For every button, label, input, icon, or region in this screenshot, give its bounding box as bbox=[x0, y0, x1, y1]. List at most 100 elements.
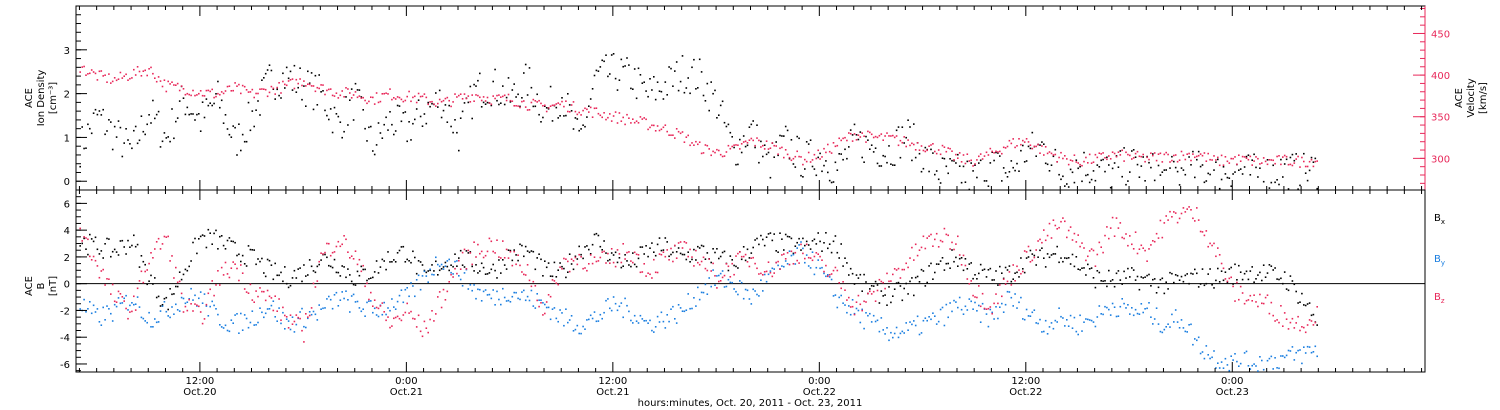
velocity-series-point bbox=[154, 77, 156, 79]
velocity-series-point bbox=[555, 103, 558, 105]
bz-series-point bbox=[630, 260, 632, 262]
by-series-point bbox=[872, 314, 875, 317]
bx-series-point bbox=[377, 272, 380, 274]
bz-series-point bbox=[308, 314, 311, 317]
by-series-point bbox=[725, 285, 728, 288]
by-series-point bbox=[597, 320, 600, 322]
velocity-series-point bbox=[178, 89, 181, 92]
bx-series-point bbox=[580, 253, 582, 256]
ion-density-series-point bbox=[1060, 178, 1062, 181]
bx-series-point bbox=[394, 261, 397, 263]
by-series-point bbox=[1104, 305, 1106, 308]
by-series-point bbox=[549, 318, 552, 321]
by-series-point bbox=[1261, 359, 1263, 362]
bz-series-point bbox=[1058, 226, 1060, 229]
by-series-point bbox=[1201, 351, 1204, 353]
bz-series-point bbox=[763, 271, 766, 273]
bz-series-point bbox=[989, 306, 992, 308]
by-series-point bbox=[1276, 367, 1278, 369]
bz-series-point bbox=[603, 250, 605, 253]
bz-series-point bbox=[718, 280, 720, 283]
magnetic-field-tick-label: 0 bbox=[64, 280, 70, 291]
bx-series-point bbox=[559, 262, 561, 264]
bx-series-point bbox=[763, 244, 766, 247]
velocity-series-point bbox=[251, 88, 254, 91]
bx-series-point bbox=[800, 249, 802, 251]
velocity-series-point bbox=[687, 134, 689, 137]
by-series-point bbox=[832, 295, 835, 297]
bz-series-point bbox=[1023, 250, 1026, 252]
bz-series-point bbox=[567, 260, 569, 263]
bz-series-point bbox=[700, 260, 703, 263]
by-series-point bbox=[282, 311, 284, 314]
velocity-series-point bbox=[578, 111, 580, 114]
bz-series-point bbox=[471, 263, 473, 266]
bx-series-point bbox=[804, 244, 806, 247]
bx-series-point bbox=[893, 288, 896, 290]
ion-density-series-point bbox=[1054, 148, 1057, 151]
velocity-series-point bbox=[1283, 154, 1286, 157]
bx-series-point bbox=[431, 264, 433, 266]
ion-density-series-point bbox=[85, 147, 87, 149]
bx-series-point bbox=[125, 253, 127, 255]
bx-series-point bbox=[188, 265, 190, 268]
ion-density-series-point bbox=[1075, 159, 1078, 161]
bx-series-point bbox=[1197, 286, 1200, 288]
velocity-series-point bbox=[763, 148, 766, 150]
bx-series-point bbox=[1176, 274, 1179, 277]
by-series-point bbox=[763, 273, 766, 276]
bx-series-point bbox=[754, 239, 756, 241]
bz-series-point bbox=[335, 245, 338, 248]
by-series-point bbox=[624, 297, 626, 300]
bz-series-point bbox=[1073, 232, 1076, 235]
ion-density-series-point bbox=[113, 125, 116, 128]
bz-series-point bbox=[1261, 302, 1263, 305]
bx-series-point bbox=[924, 285, 927, 287]
bz-series-point bbox=[870, 293, 873, 295]
bz-series-point bbox=[1062, 217, 1064, 219]
ion-density-series-point bbox=[597, 70, 600, 72]
ion-density-series-point bbox=[144, 133, 146, 136]
bz-series-point bbox=[733, 273, 735, 276]
ion-density-series-point bbox=[1278, 183, 1280, 186]
by-series-point bbox=[632, 322, 634, 324]
by-series-point bbox=[280, 322, 282, 325]
velocity-series-point bbox=[563, 105, 565, 108]
ion-density-series-point bbox=[1152, 153, 1154, 155]
velocity-series-point bbox=[308, 83, 311, 86]
velocity-series-point bbox=[142, 70, 145, 72]
velocity-series-point bbox=[859, 136, 862, 138]
ion-density-series-point bbox=[400, 120, 403, 123]
bx-series-point bbox=[148, 280, 150, 282]
ion-density-series-point bbox=[450, 125, 452, 128]
ion-density-series-point bbox=[607, 75, 609, 78]
velocity-series-point bbox=[186, 92, 189, 95]
velocity-series-point bbox=[85, 74, 87, 76]
bx-series-point bbox=[92, 240, 95, 243]
bx-series-point bbox=[1190, 272, 1192, 275]
ion-density-series-point bbox=[878, 165, 881, 167]
bz-series-point bbox=[687, 255, 689, 258]
ion-density-series-point bbox=[1111, 167, 1114, 170]
bx-series-point bbox=[383, 260, 385, 262]
bz-series-point bbox=[152, 257, 154, 259]
ion-density-series-point bbox=[479, 72, 481, 75]
bx-series-point bbox=[937, 263, 940, 265]
velocity-series-point bbox=[226, 85, 229, 88]
bz-series-point bbox=[689, 248, 691, 251]
by-series-point bbox=[972, 308, 974, 310]
ion-density-series-point bbox=[217, 80, 219, 83]
bx-series-point bbox=[568, 253, 571, 255]
by-series-point bbox=[681, 310, 684, 312]
bx-series-point bbox=[851, 272, 854, 275]
velocity-series-point bbox=[1303, 160, 1305, 163]
bz-series-point bbox=[958, 254, 961, 256]
ion-density-series-point bbox=[209, 102, 211, 104]
bx-series-point bbox=[698, 247, 701, 249]
bx-series-point bbox=[809, 248, 812, 250]
by-series-point bbox=[895, 326, 898, 329]
velocity-series-point bbox=[815, 157, 818, 160]
ion-density-series-point bbox=[769, 176, 772, 179]
bz-series-point bbox=[429, 318, 431, 321]
bz-series-point bbox=[677, 242, 680, 244]
